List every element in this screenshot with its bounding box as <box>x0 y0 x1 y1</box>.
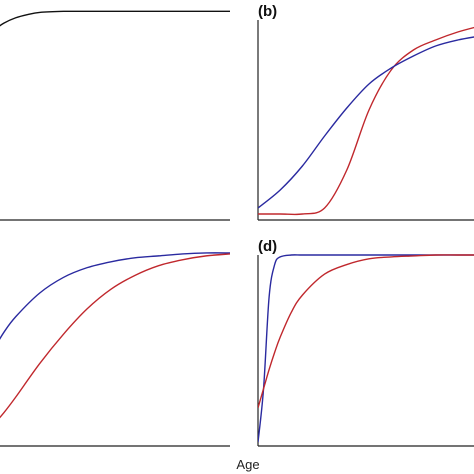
panel-a <box>0 10 230 221</box>
series-line-c-blue <box>0 252 230 340</box>
series-line-d-blue <box>258 254 474 443</box>
series-line-b-blue <box>258 36 474 209</box>
panel-label-d: (d) <box>258 238 277 255</box>
series-line-b-red <box>258 26 474 216</box>
series-line-a-black <box>0 10 230 27</box>
panel-label-b: (b) <box>258 3 277 20</box>
series-line-c-red <box>0 253 230 419</box>
series-line-d-red <box>258 254 474 408</box>
panel-c <box>0 252 230 447</box>
panel-d: (d) <box>257 238 474 447</box>
panel-b: (b) <box>257 3 474 221</box>
x-axis-title: Age <box>236 457 259 472</box>
